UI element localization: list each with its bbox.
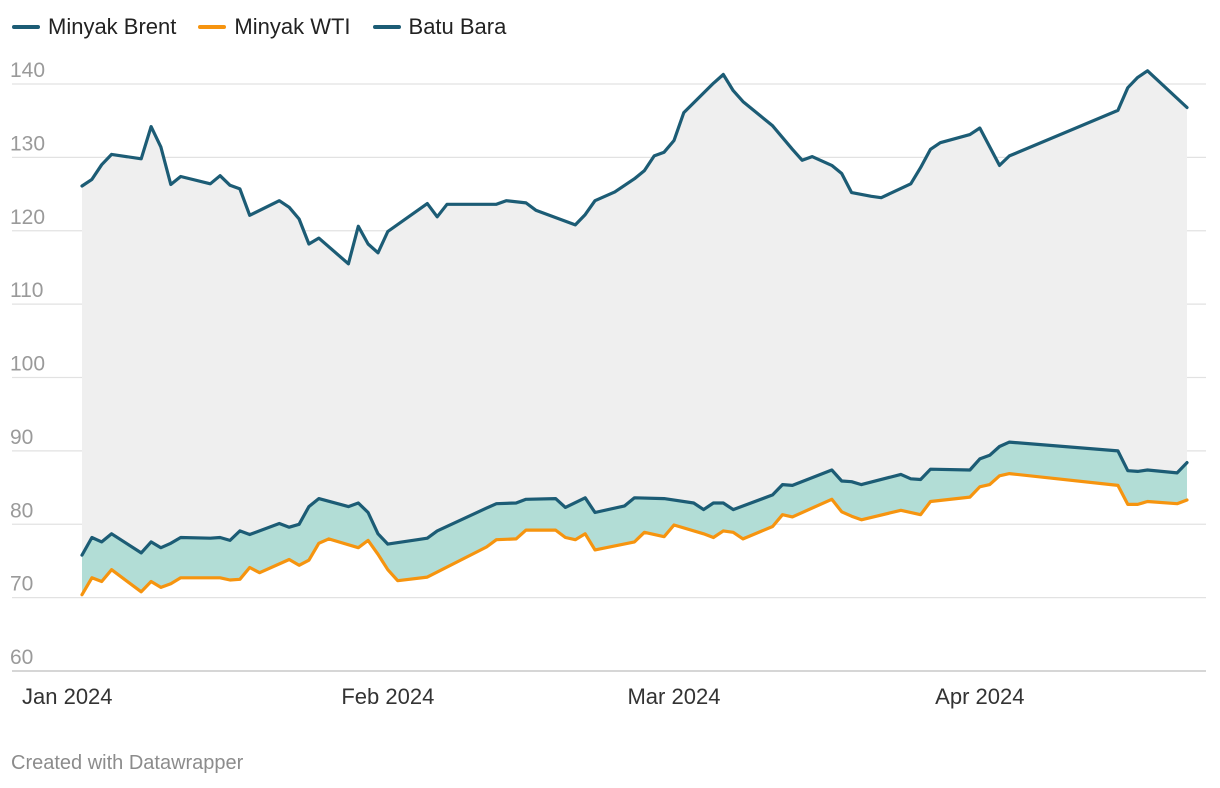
- y-tick-label-130: 130: [10, 132, 45, 155]
- series-line-minyak-wti: [80, 472, 1189, 597]
- legend-item-coal: Batu Bara: [372, 14, 507, 40]
- y-tick-label-80: 80: [10, 499, 33, 522]
- legend-swatch-wti: [198, 25, 227, 29]
- x-axis-ticks: Jan 2024 Feb 2024 Mar 2024 Apr 2024: [22, 684, 1024, 709]
- legend-label-wti: Minyak WTI: [234, 14, 351, 39]
- y-axis-ticks: 60 70 80 90 100 110 120 130 140: [10, 59, 45, 669]
- series-lines: [80, 69, 1189, 597]
- legend-label-brent: Minyak Brent: [48, 14, 177, 39]
- x-tick-label-0: Jan 2024: [22, 684, 113, 709]
- legend-swatch-coal: [372, 25, 401, 29]
- y-tick-label-100: 100: [10, 353, 45, 376]
- y-tick-label-110: 110: [10, 279, 43, 302]
- x-tick-label-1: Feb 2024: [341, 684, 434, 709]
- legend-label-coal: Batu Bara: [408, 14, 507, 39]
- area-fill-0: [82, 70, 1187, 556]
- series-line-batu-bara: [80, 69, 1189, 266]
- y-tick-label-90: 90: [10, 426, 33, 449]
- y-tick-label-140: 140: [10, 59, 45, 82]
- chart-legend: Minyak Brent Minyak WTI Batu Bara: [12, 14, 506, 40]
- y-tick-label-120: 120: [10, 206, 45, 229]
- y-tick-label-60: 60: [10, 646, 33, 669]
- footer-credit: Created with Datawrapper: [11, 752, 244, 774]
- x-tick-label-3: Apr 2024: [935, 684, 1024, 709]
- legend-item-wti: Minyak WTI: [198, 14, 351, 40]
- y-tick-label-70: 70: [10, 573, 33, 596]
- legend-item-brent: Minyak Brent: [12, 14, 176, 40]
- x-tick-label-2: Mar 2024: [627, 684, 720, 709]
- legend-swatch-brent: [12, 25, 40, 29]
- series-line-minyak-brent: [80, 440, 1189, 557]
